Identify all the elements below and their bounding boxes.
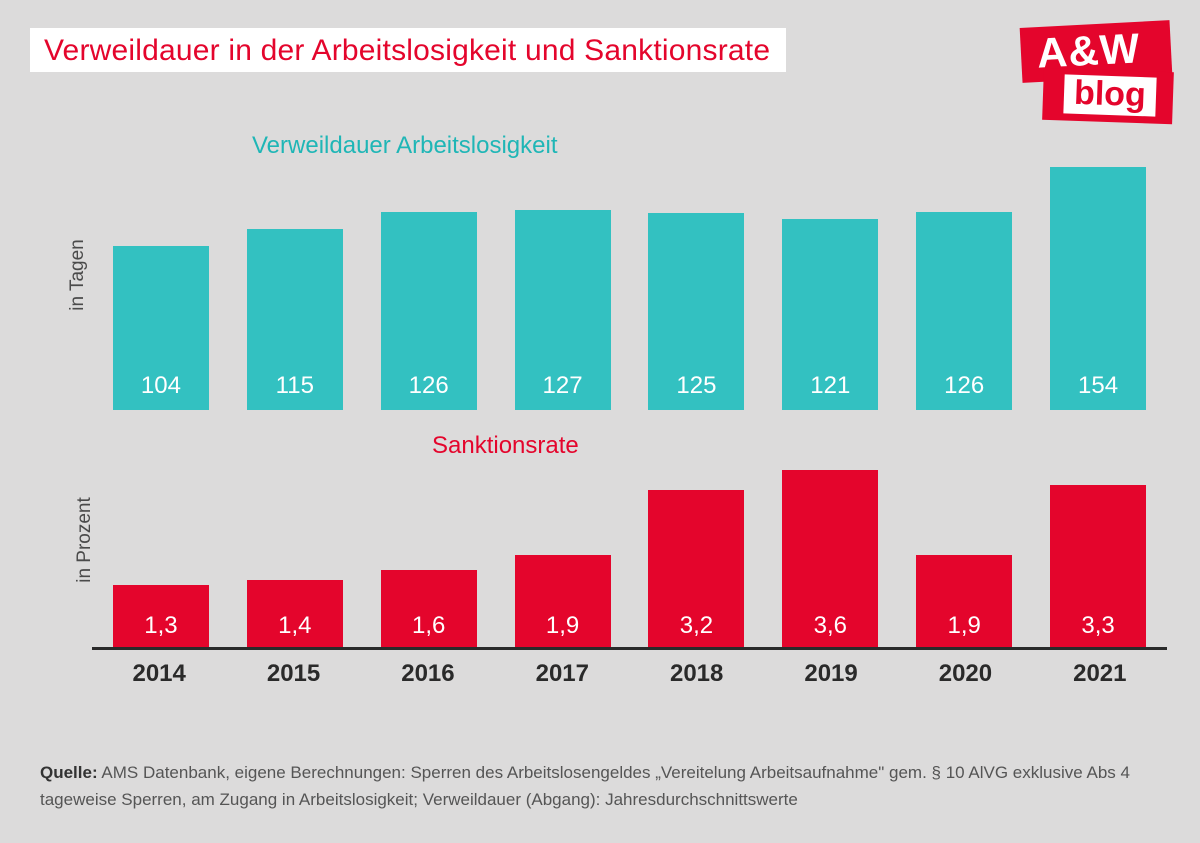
logo-aw-text: A&W bbox=[1036, 24, 1142, 77]
bar: 1,3 bbox=[113, 585, 209, 650]
bar: 3,6 bbox=[782, 470, 878, 650]
bar-slot: 1,6 bbox=[362, 430, 496, 650]
bar-slot: 126 bbox=[362, 140, 496, 410]
bar-slot: 115 bbox=[228, 140, 362, 410]
bar-value-label: 121 bbox=[782, 372, 878, 410]
bar-value-label: 3,2 bbox=[648, 612, 744, 650]
source-label: Quelle: bbox=[40, 763, 98, 782]
bar-slot: 1,9 bbox=[496, 430, 630, 650]
x-axis-year: 2014 bbox=[92, 660, 226, 688]
aw-blog-logo: A&W blog bbox=[1021, 18, 1176, 128]
bar-value-label: 127 bbox=[515, 372, 611, 410]
x-axis-line bbox=[92, 647, 1167, 650]
source-note: Quelle: AMS Datenbank, eigene Berechnung… bbox=[40, 760, 1160, 813]
bar-slot: 125 bbox=[630, 140, 764, 410]
bar-slot: 104 bbox=[94, 140, 228, 410]
bar: 126 bbox=[916, 212, 1012, 410]
bar-slot: 121 bbox=[763, 140, 897, 410]
bar-value-label: 126 bbox=[381, 372, 477, 410]
bar-slot: 3,6 bbox=[763, 430, 897, 650]
bar-value-label: 1,6 bbox=[381, 612, 477, 650]
bar: 121 bbox=[782, 219, 878, 410]
bar: 3,2 bbox=[648, 490, 744, 650]
bar: 125 bbox=[648, 213, 744, 410]
bar: 126 bbox=[381, 212, 477, 410]
chart-area: Verweildauer Arbeitslosigkeit in Tagen 1… bbox=[92, 140, 1167, 688]
bar-value-label: 3,6 bbox=[782, 612, 878, 650]
bar: 3,3 bbox=[1050, 485, 1146, 650]
bar-slot: 127 bbox=[496, 140, 630, 410]
bar: 154 bbox=[1050, 167, 1146, 410]
bar-slot: 3,2 bbox=[630, 430, 764, 650]
bar-value-label: 125 bbox=[648, 372, 744, 410]
x-axis-labels: 20142015201620172018201920202021 bbox=[92, 660, 1167, 688]
bar-value-label: 1,4 bbox=[247, 612, 343, 650]
bar: 104 bbox=[113, 246, 209, 410]
bar: 1,9 bbox=[916, 555, 1012, 650]
bar-slot: 3,3 bbox=[1031, 430, 1165, 650]
x-axis-year: 2016 bbox=[361, 660, 495, 688]
bar: 1,9 bbox=[515, 555, 611, 650]
bar-slot: 1,3 bbox=[94, 430, 228, 650]
bar-value-label: 104 bbox=[113, 372, 209, 410]
upper-bar-chart: Verweildauer Arbeitslosigkeit in Tagen 1… bbox=[92, 140, 1167, 410]
x-axis-year: 2017 bbox=[495, 660, 629, 688]
bar: 1,6 bbox=[381, 570, 477, 650]
bar-value-label: 115 bbox=[247, 372, 343, 410]
bar-value-label: 1,3 bbox=[113, 612, 209, 650]
lower-bar-chart: Sanktionsrate in Prozent 1,31,41,61,93,2… bbox=[92, 430, 1167, 650]
bar-slot: 1,4 bbox=[228, 430, 362, 650]
bar-value-label: 1,9 bbox=[515, 612, 611, 650]
x-axis-year: 2021 bbox=[1033, 660, 1167, 688]
upper-y-axis-label: in Tagen bbox=[67, 239, 89, 311]
bar-value-label: 3,3 bbox=[1050, 612, 1146, 650]
bar-value-label: 154 bbox=[1050, 372, 1146, 410]
x-axis-year: 2018 bbox=[630, 660, 764, 688]
bar-slot: 154 bbox=[1031, 140, 1165, 410]
x-axis-year: 2020 bbox=[898, 660, 1032, 688]
bar-value-label: 126 bbox=[916, 372, 1012, 410]
chart-title: Verweildauer in der Arbeitslosigkeit und… bbox=[44, 34, 770, 68]
bar-value-label: 1,9 bbox=[916, 612, 1012, 650]
chart-title-box: Verweildauer in der Arbeitslosigkeit und… bbox=[30, 28, 786, 72]
bar: 1,4 bbox=[247, 580, 343, 650]
x-axis-year: 2019 bbox=[764, 660, 898, 688]
bar-slot: 126 bbox=[897, 140, 1031, 410]
logo-blog-text: blog bbox=[1063, 74, 1156, 117]
bar: 127 bbox=[515, 210, 611, 410]
source-text: AMS Datenbank, eigene Berechnungen: Sper… bbox=[40, 763, 1130, 808]
x-axis-year: 2015 bbox=[226, 660, 360, 688]
bar: 115 bbox=[247, 229, 343, 410]
bar-slot: 1,9 bbox=[897, 430, 1031, 650]
